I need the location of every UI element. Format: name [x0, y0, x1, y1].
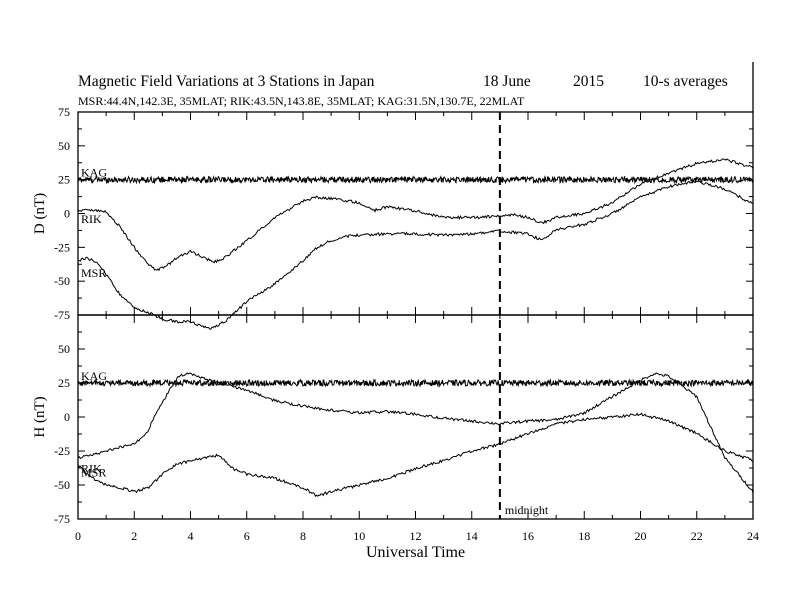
x-tick-label: 14 [466, 529, 478, 543]
panel-frame-d [77, 111, 754, 316]
x-tick-label: 24 [747, 529, 759, 543]
series-label-msr-h: MSR [81, 466, 106, 480]
y-tick-label-h: -50 [54, 478, 70, 492]
y-tick-label-h: 25 [58, 376, 70, 390]
series-label-kag-h: KAG [81, 369, 107, 383]
series-label-kag-d: KAG [81, 166, 107, 180]
series-line-msr-d [77, 179, 754, 330]
x-tick-label: 22 [691, 529, 703, 543]
x-tick-label: 18 [578, 529, 590, 543]
series-label-msr-d: MSR [81, 266, 106, 280]
y-tick-label-d: 0 [64, 207, 70, 221]
chart-title: Magnetic Field Variations at 3 Stations … [78, 73, 375, 90]
series-line-msr-h [77, 412, 754, 498]
midnight-annotation: midnight [505, 503, 549, 517]
y-tick-label-h: -75 [54, 512, 70, 526]
y-tick-label-d: 50 [58, 139, 70, 153]
y-tick-label-d: -25 [54, 240, 70, 254]
chart-year: 2015 [573, 73, 604, 90]
x-tick-label: 0 [75, 529, 81, 543]
x-axis-label: Universal Time [366, 544, 465, 561]
x-tick-label: 6 [244, 529, 250, 543]
y-tick-label-d: -50 [54, 274, 70, 288]
stations-info: MSR:44.4N,142.3E, 35MLAT; RIK:43.5N,143.… [78, 94, 525, 108]
y-tick-label-d: 75 [58, 105, 70, 119]
x-tick-label: 12 [410, 529, 422, 543]
chart-averaging: 10-s averages [643, 73, 728, 90]
chart-date: 18 June [483, 73, 531, 90]
x-tick-label: 10 [353, 529, 365, 543]
series-line-kag-h [77, 378, 754, 388]
series-line-rik-h [77, 372, 754, 494]
panel-frame-h [77, 314, 754, 520]
x-tick-label: 2 [131, 529, 137, 543]
y-tick-label-h: -25 [54, 444, 70, 458]
x-tick-label: 8 [300, 529, 306, 543]
y-tick-label-h: 50 [58, 342, 70, 356]
x-tick-label: 4 [188, 529, 194, 543]
series-line-rik-d [77, 158, 754, 272]
y-tick-label-d: 25 [58, 173, 70, 187]
y-axis-label-d: D (nT) [32, 193, 48, 234]
x-tick-label: 16 [522, 529, 534, 543]
y-tick-label-h: 0 [64, 410, 70, 424]
x-tick-label: 20 [635, 529, 647, 543]
y-axis-label-h: H (nT) [32, 396, 48, 437]
y-tick-label-d: -75 [54, 308, 70, 322]
series-line-kag-d [77, 174, 754, 185]
series-label-rik-h: RIK [81, 462, 102, 476]
series-label-rik-d: RIK [81, 212, 102, 226]
